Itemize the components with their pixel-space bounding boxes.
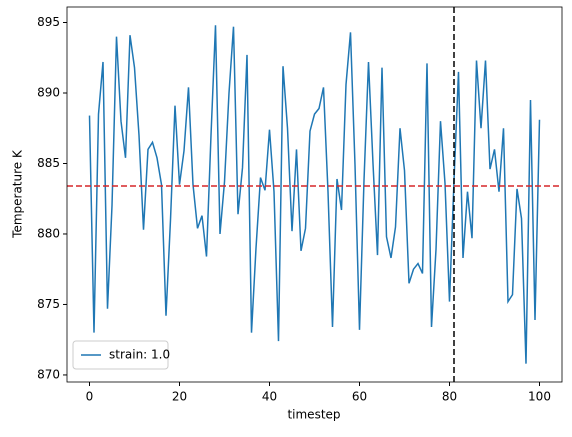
x-tick-label: 100 [528,390,551,404]
x-tick-label: 20 [172,390,187,404]
y-tick-label: 875 [37,297,60,311]
y-tick-label: 885 [37,156,60,170]
y-tick-label: 880 [37,226,60,240]
y-tick-label: 870 [37,367,60,381]
legend-box [72,340,169,370]
x-tick-label: 40 [262,390,277,404]
data-line [88,25,541,364]
legend-label: strain: 1.0 [109,348,170,362]
y-tick-label: 895 [37,15,60,29]
x-tick-label: 60 [352,390,367,404]
y-tick-label: 890 [37,85,60,99]
x-tick-label: 80 [442,390,457,404]
plot-frame [66,6,563,383]
y-axis-label: Temperature K [11,149,25,239]
x-tick-label: 0 [86,390,94,404]
x-axis-label: timestep [287,408,340,422]
